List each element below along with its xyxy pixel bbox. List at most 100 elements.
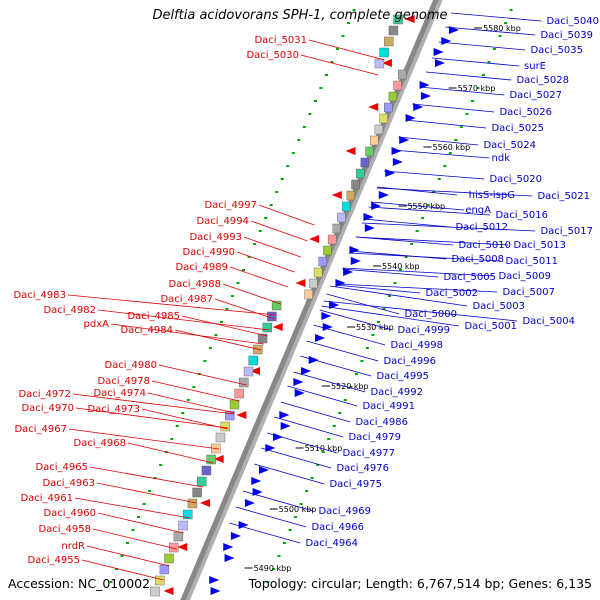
forward-gene-label: Daci_5013 bbox=[513, 240, 566, 251]
cog-box bbox=[271, 300, 282, 311]
forward-gene-arrow bbox=[293, 378, 304, 386]
tick-dot-right bbox=[415, 230, 419, 232]
cog-box bbox=[187, 498, 198, 509]
forward-leader-line bbox=[363, 218, 451, 228]
tick-dot-right bbox=[288, 529, 292, 531]
tick-dot-right bbox=[459, 126, 463, 128]
reverse-leader-line bbox=[72, 393, 235, 415]
reverse-leader-line bbox=[97, 309, 270, 331]
tick-dot-left bbox=[347, 22, 351, 24]
forward-leader-line bbox=[398, 136, 479, 146]
reverse-leader-line bbox=[74, 497, 190, 519]
tick-dot-right bbox=[404, 256, 408, 258]
tick-dot-left bbox=[286, 165, 290, 167]
forward-gene-arrow bbox=[244, 499, 255, 507]
cog-box bbox=[346, 190, 356, 201]
forward-leader-line bbox=[242, 490, 314, 512]
reverse-gene-arrow bbox=[199, 499, 210, 507]
reverse-gene-label: pdxA bbox=[84, 319, 110, 330]
cog-box bbox=[384, 36, 394, 47]
forward-gene-label: Daci_4975 bbox=[329, 479, 382, 490]
cog-box bbox=[341, 201, 351, 212]
forward-gene-label: Daci_5025 bbox=[491, 123, 544, 134]
forward-gene-arrow bbox=[399, 136, 410, 144]
tick-dot-right bbox=[393, 282, 397, 284]
cog-box bbox=[192, 487, 202, 498]
reverse-gene-label: Daci_4989 bbox=[175, 262, 228, 273]
forward-gene-label: Daci_5005 bbox=[443, 272, 496, 283]
tick-dot-left bbox=[192, 386, 196, 388]
tick-dot-left bbox=[137, 516, 141, 518]
cog-box bbox=[309, 278, 318, 289]
tick-dot-right bbox=[504, 22, 508, 24]
tick-dot-right bbox=[465, 113, 469, 115]
cog-box bbox=[388, 25, 399, 36]
reverse-gene-label: Daci_4980 bbox=[104, 360, 157, 371]
tick-dot-left bbox=[253, 243, 257, 245]
tick-dot-left bbox=[335, 48, 339, 50]
forward-leader-line bbox=[412, 103, 495, 113]
cog-box bbox=[229, 399, 240, 410]
reverse-gene-label: Daci_4967 bbox=[14, 424, 67, 435]
forward-leader-line bbox=[445, 26, 536, 36]
cog-box bbox=[323, 245, 332, 256]
tick-label: 5500 kbp bbox=[279, 505, 317, 514]
reverse-leader-line bbox=[96, 482, 197, 504]
forward-gene-label: Daci_4992 bbox=[370, 387, 423, 398]
cog-box bbox=[384, 102, 393, 113]
forward-gene-arrow bbox=[321, 312, 332, 320]
forward-gene-label: surE bbox=[524, 61, 546, 72]
forward-gene-arrow bbox=[385, 169, 396, 177]
tick-dot-left bbox=[109, 581, 113, 583]
cog-box bbox=[337, 212, 346, 223]
forward-leader-line bbox=[300, 355, 372, 377]
reverse-gene-label: Daci_4973 bbox=[87, 404, 140, 415]
tick-dot-left bbox=[231, 295, 234, 297]
tick-dot-right bbox=[271, 568, 275, 570]
reverse-leader-line bbox=[89, 466, 204, 488]
tick-label: 5540 kbp bbox=[382, 262, 420, 271]
reverse-leader-line bbox=[75, 407, 229, 429]
tick-dot-left bbox=[236, 282, 240, 284]
reverse-leader-line bbox=[110, 323, 264, 345]
cog-box bbox=[257, 333, 268, 344]
forward-gene-label: Daci_4995 bbox=[376, 371, 429, 382]
forward-gene-label: Daci_5000 bbox=[404, 309, 457, 320]
reverse-gene-label: Daci_4955 bbox=[27, 555, 80, 566]
tick-dot-right bbox=[421, 217, 425, 219]
forward-gene-label: Daci_5020 bbox=[489, 174, 542, 185]
topology-text: Topology: circular; Length: 6,767,514 bp… bbox=[248, 576, 592, 591]
forward-gene-arrow bbox=[210, 587, 221, 595]
cog-box bbox=[355, 168, 365, 179]
tick-dot-right bbox=[443, 165, 447, 167]
forward-gene-arrow bbox=[413, 103, 424, 111]
reverse-leader-line bbox=[81, 559, 164, 581]
forward-gene-label: Daci_5039 bbox=[540, 30, 593, 41]
forward-gene-arrow bbox=[434, 59, 445, 67]
forward-leader-line bbox=[342, 267, 494, 277]
tick-dot-left bbox=[131, 529, 135, 531]
forward-gene-label: Daci_5007 bbox=[502, 287, 555, 298]
forward-gene-label: Daci_4999 bbox=[397, 325, 450, 336]
reverse-leader-line bbox=[181, 315, 268, 337]
forward-leader-line bbox=[329, 285, 468, 307]
tick-dot-left bbox=[114, 568, 118, 570]
reverse-leader-line bbox=[214, 298, 275, 320]
tick-dot-right bbox=[310, 477, 314, 479]
cog-box bbox=[178, 520, 188, 531]
tick-dot-left bbox=[142, 503, 146, 505]
forward-gene-arrow bbox=[251, 477, 262, 485]
tick-dot-right bbox=[388, 295, 391, 297]
forward-gene-label: Daci_4966 bbox=[311, 522, 364, 533]
forward-gene-label: Daci_5017 bbox=[540, 226, 593, 237]
cog-box bbox=[243, 366, 254, 377]
forward-gene-arrow bbox=[350, 257, 361, 265]
tick-dot-right bbox=[349, 386, 353, 388]
tick-dot-right bbox=[448, 152, 452, 154]
cog-box bbox=[379, 47, 389, 58]
forward-gene-arrow bbox=[315, 334, 326, 342]
forward-gene-arrow bbox=[441, 37, 452, 45]
cog-box bbox=[327, 234, 337, 245]
cog-box bbox=[393, 80, 402, 91]
